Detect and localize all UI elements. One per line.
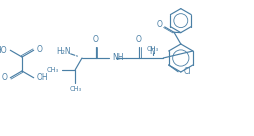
Text: Cl: Cl bbox=[183, 67, 190, 76]
Text: O: O bbox=[157, 20, 163, 29]
Text: N: N bbox=[150, 47, 155, 56]
Text: O: O bbox=[2, 73, 7, 82]
Text: HO: HO bbox=[0, 46, 7, 55]
Text: CH₃: CH₃ bbox=[147, 46, 158, 52]
Text: CH₃: CH₃ bbox=[47, 67, 59, 73]
Text: O: O bbox=[136, 35, 142, 44]
Text: H₂N: H₂N bbox=[57, 47, 71, 56]
Text: OH: OH bbox=[37, 73, 48, 82]
Text: CH₃: CH₃ bbox=[69, 86, 81, 92]
Text: O: O bbox=[37, 45, 43, 54]
Text: NH: NH bbox=[112, 53, 123, 63]
Text: O: O bbox=[92, 35, 99, 44]
